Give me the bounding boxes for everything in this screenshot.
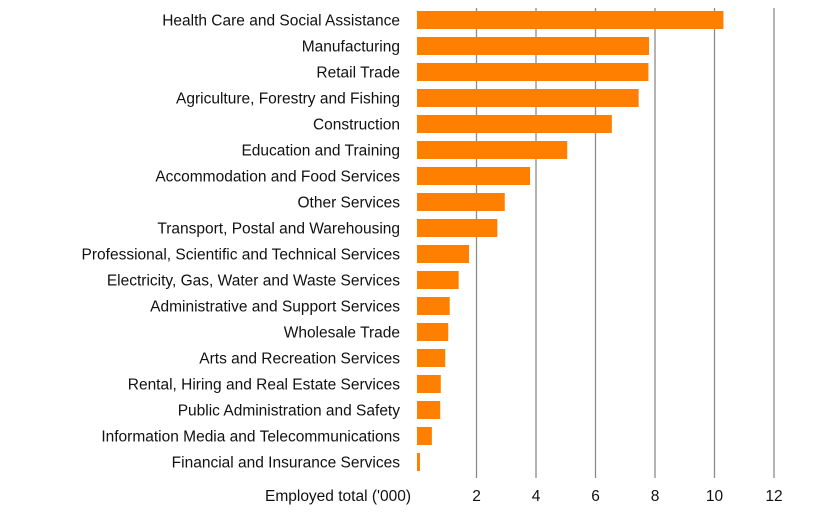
x-tick-label-0: 2 xyxy=(472,488,481,505)
category-label-10: Electricity, Gas, Water and Waste Servic… xyxy=(107,273,400,290)
x-axis-title: Employed total ('000) xyxy=(265,488,411,505)
category-labels: Health Care and Social Assistance Manufac… xyxy=(82,13,401,472)
bar-8 xyxy=(417,219,498,237)
bar-13 xyxy=(417,349,446,367)
x-tick-label-4: 10 xyxy=(706,488,724,505)
bars xyxy=(417,11,724,471)
bar-14 xyxy=(417,375,441,393)
bar-2 xyxy=(417,63,649,81)
x-tick-label-2: 6 xyxy=(591,488,600,505)
category-label-1: Manufacturing xyxy=(302,39,400,56)
category-label-17: Financial and Insurance Services xyxy=(172,455,401,472)
category-label-0: Health Care and Social Assistance xyxy=(162,13,400,30)
bar-15 xyxy=(417,401,441,419)
bar-9 xyxy=(417,245,470,263)
category-label-14: Rental, Hiring and Real Estate Services xyxy=(128,377,400,394)
x-tick-labels: 2 4 6 8 10 12 xyxy=(472,488,782,505)
bar-5 xyxy=(417,141,568,159)
category-label-13: Arts and Recreation Services xyxy=(199,351,400,368)
gridlines xyxy=(475,8,775,478)
category-label-15: Public Administration and Safety xyxy=(178,403,401,420)
bar-17 xyxy=(417,453,420,471)
category-label-2: Retail Trade xyxy=(316,65,400,82)
category-label-12: Wholesale Trade xyxy=(284,325,400,342)
category-label-7: Other Services xyxy=(297,195,400,212)
x-tick-label-5: 12 xyxy=(765,488,782,505)
x-tick-label-1: 4 xyxy=(532,488,541,505)
bar-0 xyxy=(417,11,724,29)
bar-12 xyxy=(417,323,449,341)
category-label-4: Construction xyxy=(313,117,400,134)
category-label-8: Transport, Postal and Warehousing xyxy=(157,221,400,238)
category-label-11: Administrative and Support Services xyxy=(150,299,400,316)
category-label-3: Agriculture, Forestry and Fishing xyxy=(176,91,400,108)
bar-4 xyxy=(417,115,612,133)
x-tick-label-3: 8 xyxy=(651,488,660,505)
category-label-6: Accommodation and Food Services xyxy=(155,169,400,186)
bar-11 xyxy=(417,297,450,315)
bar-6 xyxy=(417,167,531,185)
bar-7 xyxy=(417,193,505,211)
bar-16 xyxy=(417,427,432,445)
bar-1 xyxy=(417,37,650,55)
category-label-9: Professional, Scientific and Technical S… xyxy=(82,247,401,264)
category-label-5: Education and Training xyxy=(241,143,400,160)
bar-10 xyxy=(417,271,459,289)
category-label-16: Information Media and Telecommunications xyxy=(101,429,400,446)
bar-3 xyxy=(417,89,639,107)
